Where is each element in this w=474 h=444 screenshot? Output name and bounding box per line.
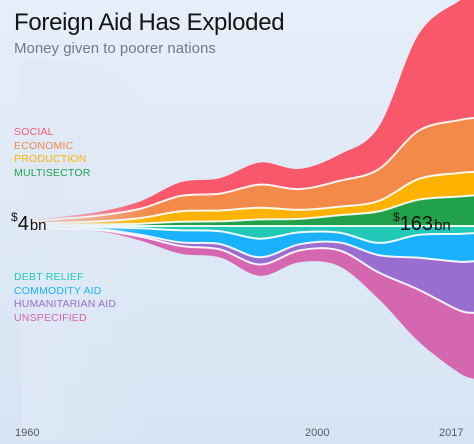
legend-item: HUMANITARIAN AID xyxy=(14,298,117,310)
legend-top: SOCIAL ECONOMIC PRODUCTION MULTISECTOR xyxy=(14,126,91,180)
start-currency: $ xyxy=(11,210,18,224)
start-value-label: $4bn xyxy=(11,210,47,236)
legend-item: PRODUCTION xyxy=(14,153,87,165)
x-tick-label: 2000 xyxy=(305,427,330,439)
x-tick-label: 1960 xyxy=(15,427,40,439)
legend-item: SOCIAL xyxy=(14,126,54,138)
legend-bottom: DEBT RELIEF COMMODITY AID HUMANITARIAN AID… xyxy=(14,271,116,325)
end-unit: bn xyxy=(434,217,451,234)
left-fade-overlay xyxy=(22,60,472,440)
legend-item: ECONOMIC xyxy=(14,139,74,152)
legend-item: MULTISECTOR xyxy=(14,166,91,179)
legend-item: UNSPECIFIED xyxy=(14,311,87,324)
x-tick-label: 2017 xyxy=(439,427,464,439)
legend-item: DEBT RELIEF xyxy=(14,271,84,283)
start-unit: bn xyxy=(29,217,47,234)
chart-subtitle: Money given to poorer nations xyxy=(14,40,216,57)
end-value: 163 xyxy=(399,213,434,235)
end-currency: $ xyxy=(393,210,400,224)
chart-title: Foreign Aid Has Exploded xyxy=(14,9,285,36)
end-value-label: $163bn xyxy=(393,210,451,236)
start-value: 4 xyxy=(17,213,29,235)
legend-item: COMMODITY AID xyxy=(14,284,102,297)
